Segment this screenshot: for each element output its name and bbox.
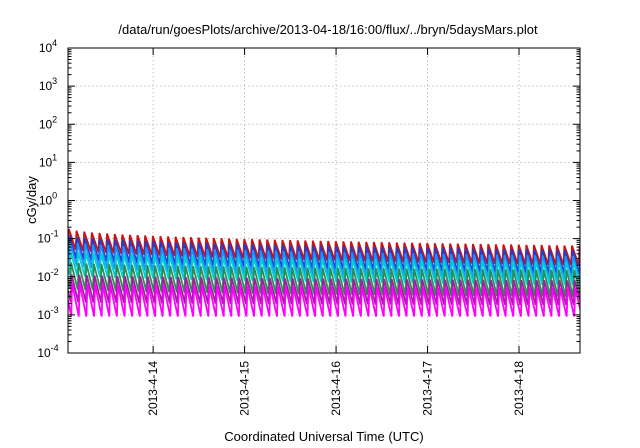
y-tick-label: 10-2 <box>37 267 58 284</box>
series-line <box>68 235 580 274</box>
y-tick-label: 104 <box>39 38 57 55</box>
series-line <box>68 274 580 306</box>
y-axis-ticks: 10-4 10-3 10-2 10-1 100 101 102 103 104 <box>37 38 580 360</box>
y-tick-label: 100 <box>39 191 57 208</box>
series-line <box>68 228 580 266</box>
series-line <box>68 283 580 317</box>
chart-title: /data/run/goesPlots/archive/2013-04-18/1… <box>118 22 538 37</box>
x-axis-ticks: 2013-4-14 2013-4-15 2013-4-16 2013-4-17 2013… <box>146 48 526 416</box>
y-tick-label: 101 <box>39 152 57 169</box>
x-tick-label: 2013-4-17 <box>421 361 435 416</box>
y-tick-label: 102 <box>39 114 57 131</box>
y-tick-label: 10-3 <box>37 305 58 322</box>
y-tick-label: 10-1 <box>37 229 58 246</box>
y-tick-label: 10-4 <box>37 343 58 360</box>
x-tick-label: 2013-4-14 <box>146 361 160 416</box>
x-axis-label: Coordinated Universal Time (UTC) <box>224 429 423 444</box>
x-tick-label: 2013-4-15 <box>238 361 252 416</box>
series-line <box>68 241 580 281</box>
x-tick-label: 2013-4-18 <box>512 361 526 416</box>
y-tick-label: 103 <box>39 76 57 93</box>
x-tick-label: 2013-4-16 <box>329 361 343 416</box>
y-axis-label: cGy/day <box>24 176 39 224</box>
series-group <box>68 228 580 317</box>
